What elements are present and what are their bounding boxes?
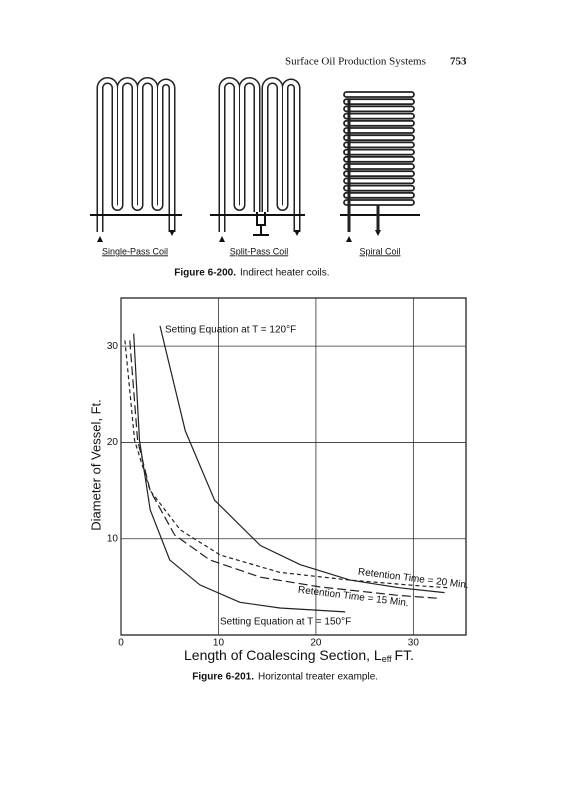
split-pass-coil — [210, 77, 305, 242]
x-tick-label: 0 — [118, 638, 124, 649]
spiral-loop — [343, 91, 415, 98]
curve-label: Retention Time = 15 Min. — [297, 585, 409, 610]
x-axis-label: Length of Coalescing Section, Leff FT. — [184, 647, 414, 665]
x-axis-label-unit: FT. — [395, 647, 414, 663]
spiral-loop — [343, 134, 415, 142]
x-axis-label-sub: eff — [382, 654, 392, 664]
spiral-loop — [343, 112, 415, 120]
curve-label: Setting Equation at T = 150°F — [220, 617, 351, 628]
caption-number: Figure 6-200. — [174, 268, 236, 279]
spiral-loop — [343, 105, 415, 113]
coil-label: Spiral Coil — [359, 246, 400, 256]
spiral-loop — [343, 177, 415, 185]
spiral-loop — [343, 127, 415, 134]
spiral-loop — [343, 119, 415, 127]
spiral-loop — [343, 155, 415, 163]
x-axis-label-main: Length of Coalescing Section, L — [184, 647, 382, 663]
caption-text: Horizontal treater example. — [258, 672, 378, 683]
curve — [124, 340, 450, 589]
spiral-loop — [343, 199, 415, 206]
y-tick-label: 10 — [107, 533, 119, 544]
spiral-coil — [340, 91, 420, 242]
spiral-loop — [343, 191, 415, 199]
x-tick-label: 20 — [310, 638, 322, 649]
spiral-loop — [343, 184, 415, 192]
x-tick-label: 10 — [213, 638, 225, 649]
curve — [159, 325, 445, 594]
x-tick-label: 30 — [408, 638, 420, 649]
coil-label: Single-Pass Coil — [102, 246, 168, 256]
spiral-loop — [343, 148, 415, 156]
y-axis-label: Diameter of Vessel, Ft. — [88, 399, 103, 531]
spiral-loop — [343, 98, 415, 106]
coil-label: Split-Pass Coil — [230, 246, 289, 256]
curve — [129, 340, 440, 599]
spiral-loop — [343, 141, 415, 149]
y-tick-label: 20 — [107, 437, 119, 448]
spiral-loop — [343, 170, 415, 178]
y-tick-label: 30 — [107, 341, 119, 352]
caption-text: Indirect heater coils. — [240, 268, 330, 279]
page-number: 753 — [450, 56, 467, 68]
curve-label: Setting Equation at T = 120°F — [165, 325, 296, 336]
single-pass-coil — [90, 77, 182, 242]
spiral-loop — [343, 163, 415, 170]
caption-number: Figure 6-201. — [192, 672, 254, 683]
curve — [133, 333, 346, 613]
running-head: Surface Oil Production Systems — [285, 56, 426, 68]
